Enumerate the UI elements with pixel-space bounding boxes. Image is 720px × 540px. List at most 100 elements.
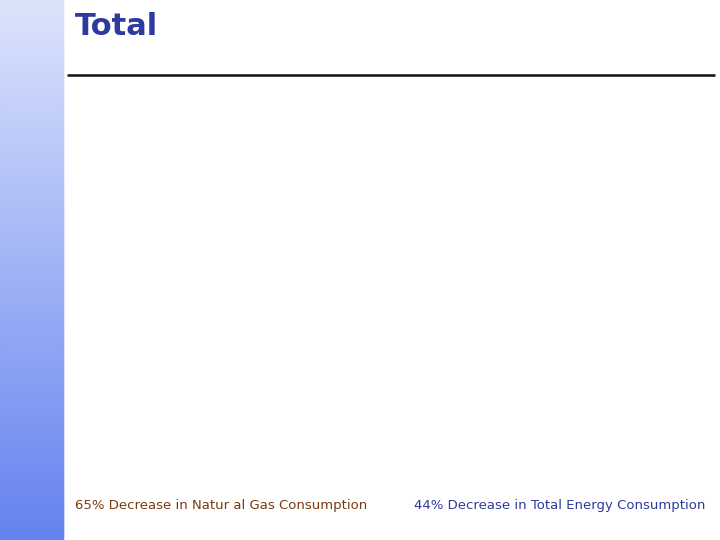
Bar bbox=[0, 235, 63, 238]
Bar bbox=[0, 316, 63, 319]
Bar bbox=[0, 377, 63, 380]
Bar bbox=[0, 69, 63, 72]
Bar bbox=[0, 386, 63, 389]
Bar bbox=[0, 87, 63, 90]
Bar bbox=[0, 240, 63, 243]
Bar bbox=[0, 447, 63, 450]
Bar bbox=[0, 200, 63, 204]
Bar bbox=[0, 26, 63, 29]
Bar bbox=[0, 176, 63, 178]
Bar bbox=[0, 453, 63, 455]
Bar bbox=[0, 244, 63, 247]
Bar bbox=[0, 22, 63, 25]
Bar bbox=[0, 231, 63, 234]
Bar bbox=[0, 375, 63, 378]
Bar bbox=[0, 78, 63, 81]
Bar bbox=[0, 389, 63, 393]
Bar bbox=[0, 440, 63, 443]
Bar bbox=[0, 190, 63, 193]
Bar bbox=[0, 319, 63, 322]
Bar bbox=[0, 397, 63, 400]
Bar bbox=[0, 58, 63, 61]
Bar bbox=[0, 284, 63, 286]
Bar bbox=[0, 262, 63, 265]
Bar bbox=[0, 4, 63, 7]
Bar bbox=[0, 526, 63, 529]
Bar bbox=[0, 408, 63, 410]
Bar bbox=[0, 370, 63, 373]
Bar bbox=[0, 532, 63, 535]
Bar bbox=[0, 503, 63, 506]
Bar bbox=[0, 107, 63, 110]
Bar bbox=[0, 328, 63, 331]
Bar bbox=[0, 420, 63, 423]
Bar bbox=[0, 267, 63, 270]
Bar bbox=[0, 409, 63, 412]
Bar bbox=[0, 379, 63, 382]
Bar bbox=[0, 40, 63, 43]
Bar bbox=[0, 197, 63, 200]
Bar bbox=[0, 321, 63, 324]
Bar bbox=[0, 103, 63, 106]
Bar bbox=[0, 278, 63, 281]
Bar bbox=[0, 146, 63, 150]
Bar bbox=[0, 48, 63, 50]
Bar bbox=[0, 199, 63, 201]
Bar bbox=[0, 301, 63, 304]
Bar bbox=[0, 537, 63, 540]
Bar bbox=[0, 276, 63, 279]
Bar bbox=[0, 224, 63, 227]
Bar bbox=[0, 116, 63, 119]
Bar bbox=[0, 188, 63, 191]
Bar bbox=[0, 456, 63, 459]
Bar bbox=[0, 438, 63, 441]
Bar bbox=[0, 122, 63, 124]
Bar bbox=[0, 118, 63, 120]
Bar bbox=[0, 310, 63, 313]
Bar bbox=[0, 359, 63, 362]
Bar bbox=[0, 213, 63, 216]
Bar bbox=[0, 31, 63, 34]
Bar bbox=[0, 233, 63, 236]
Bar bbox=[0, 508, 63, 511]
Bar bbox=[0, 501, 63, 504]
Bar bbox=[0, 202, 63, 205]
Bar bbox=[0, 338, 63, 340]
Bar bbox=[0, 411, 63, 414]
Bar bbox=[0, 157, 63, 160]
Bar bbox=[0, 463, 63, 466]
Bar bbox=[0, 114, 63, 117]
Bar bbox=[0, 222, 63, 225]
Bar bbox=[0, 219, 63, 221]
Bar bbox=[0, 119, 63, 123]
Bar bbox=[0, 399, 63, 401]
Bar bbox=[0, 184, 63, 187]
Bar bbox=[0, 355, 63, 358]
Bar bbox=[0, 406, 63, 409]
Bar bbox=[0, 123, 63, 126]
Bar bbox=[0, 82, 63, 85]
Bar bbox=[0, 141, 63, 144]
Bar bbox=[0, 364, 63, 367]
Bar bbox=[0, 1, 63, 4]
Bar bbox=[0, 237, 63, 239]
Bar bbox=[0, 427, 63, 430]
Bar bbox=[0, 44, 63, 47]
Bar bbox=[0, 298, 63, 301]
Bar bbox=[0, 91, 63, 93]
Bar bbox=[0, 62, 63, 65]
Bar bbox=[0, 305, 63, 308]
Bar bbox=[0, 183, 63, 185]
Bar bbox=[0, 335, 63, 339]
Bar bbox=[0, 75, 63, 77]
Bar bbox=[0, 415, 63, 417]
Bar bbox=[0, 168, 63, 171]
Bar bbox=[0, 125, 63, 128]
Bar bbox=[0, 195, 63, 198]
Bar bbox=[0, 345, 63, 347]
Bar bbox=[0, 30, 63, 32]
Bar bbox=[0, 92, 63, 96]
Bar bbox=[0, 24, 63, 27]
Bar bbox=[0, 111, 63, 113]
Bar bbox=[0, 130, 63, 133]
